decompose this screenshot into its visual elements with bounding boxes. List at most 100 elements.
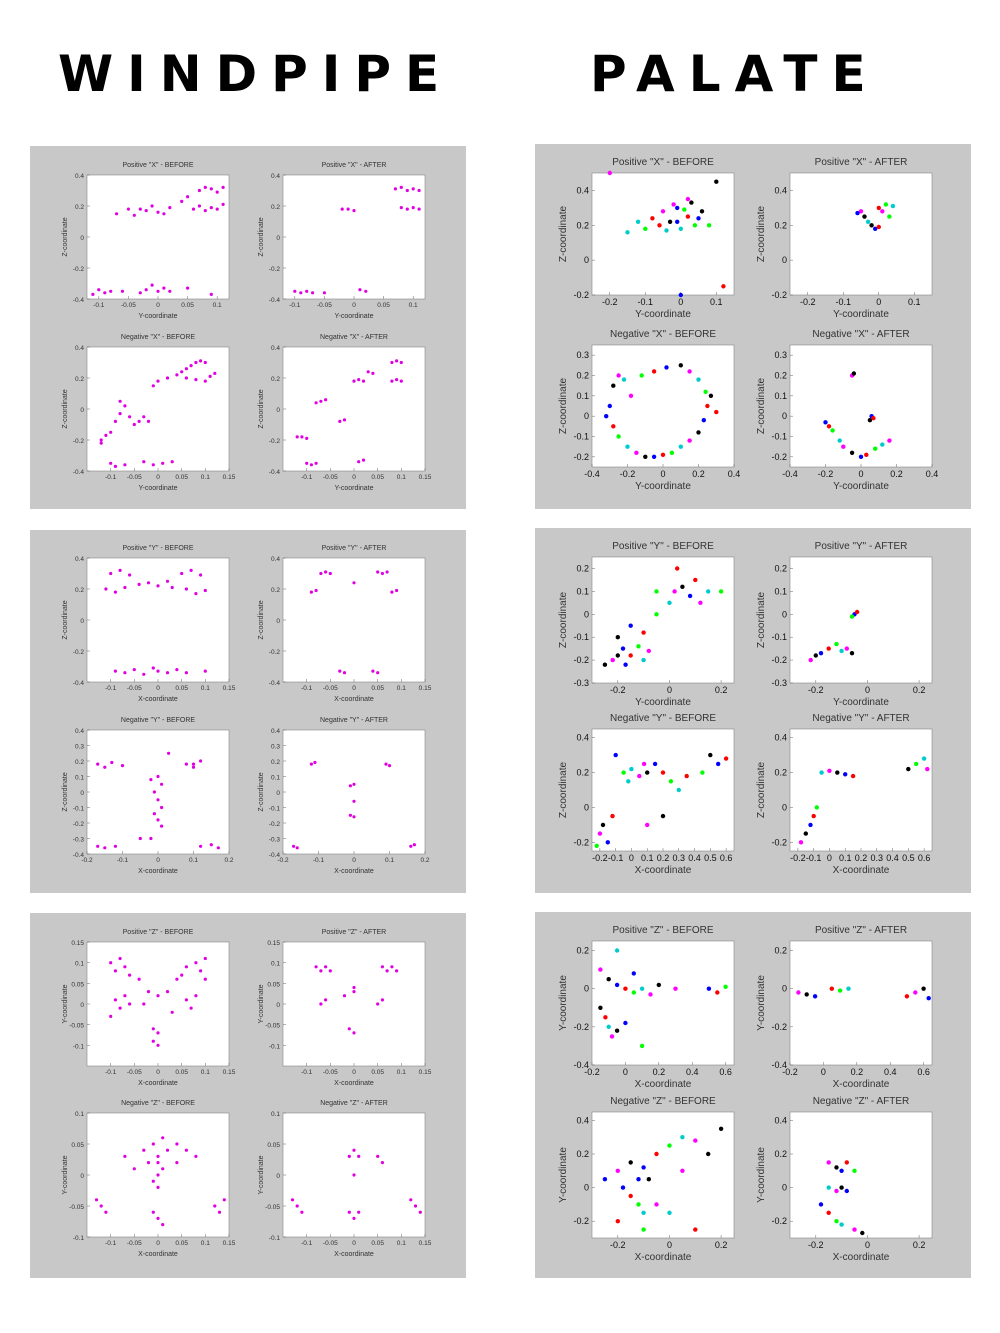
data-point — [113, 998, 117, 1002]
data-point — [319, 969, 323, 973]
plot-area — [789, 556, 933, 684]
data-point — [721, 284, 726, 289]
data-point — [180, 571, 184, 576]
data-point — [887, 438, 892, 443]
data-point — [609, 1034, 615, 1039]
data-point — [160, 805, 164, 810]
data-point — [123, 585, 127, 590]
y-tick-label: -0.2 — [73, 266, 85, 273]
x-tick-label: 0.4 — [728, 469, 741, 479]
data-point — [818, 1202, 824, 1207]
data-point — [687, 369, 692, 374]
data-point — [804, 992, 809, 997]
data-point — [852, 1168, 857, 1174]
y-tick-label: 0.1 — [271, 961, 280, 968]
y-axis-label: Y-coordinate — [756, 1147, 767, 1203]
data-point — [160, 824, 164, 828]
x-tick-label: 0.1 — [397, 1240, 406, 1247]
data-point — [693, 1138, 698, 1143]
x-tick-label: 0 — [678, 297, 683, 307]
y-axis-label: Y-coordinate — [558, 1147, 569, 1203]
x-tick-label: 0.15 — [419, 685, 432, 692]
data-point — [648, 992, 653, 997]
x-tick-label: -0.2 — [620, 469, 636, 479]
data-point — [614, 948, 620, 953]
x-tick-label: -0.1 — [301, 685, 313, 692]
data-point — [113, 969, 117, 973]
data-point — [626, 779, 631, 784]
plot-17: Positive "Y" - AFTER Y-coordinate Z-coordi… — [756, 541, 933, 708]
x-tick-label: 0.05 — [175, 1069, 188, 1076]
x-tick-label: -0.1 — [835, 297, 851, 307]
data-point — [295, 1204, 299, 1208]
data-point — [390, 379, 394, 383]
x-tick-label: 0 — [827, 853, 832, 863]
data-point — [194, 360, 198, 365]
y-tick-label: 0.05 — [71, 981, 84, 988]
x-tick-label: 0.05 — [371, 685, 384, 692]
data-point — [110, 760, 114, 765]
data-point — [862, 214, 867, 219]
data-point — [151, 1179, 155, 1183]
data-point — [680, 584, 685, 589]
data-point — [693, 577, 698, 583]
plot-title: Positive "X" - BEFORE — [612, 157, 714, 168]
data-point — [221, 202, 225, 206]
data-point — [636, 644, 641, 649]
y-tick-label: 0.4 — [774, 733, 787, 743]
data-point — [357, 1210, 361, 1214]
data-point — [156, 1043, 160, 1047]
data-point — [314, 461, 318, 465]
data-point — [604, 414, 609, 419]
data-point — [395, 378, 399, 382]
y-tick-label: 0 — [276, 618, 280, 625]
data-point — [914, 761, 919, 767]
plot-area — [789, 940, 933, 1066]
y-tick-label: -0.1 — [573, 432, 589, 442]
x-tick-label: 0.2 — [224, 857, 233, 864]
data-point — [839, 1185, 844, 1190]
y-tick-label: 0.2 — [774, 220, 787, 230]
data-point — [156, 1154, 160, 1158]
data-point — [834, 641, 839, 647]
x-tick-label: 0 — [629, 853, 634, 863]
x-tick-label: -0.1 — [105, 1069, 117, 1076]
y-axis-label: Z-coordinate — [756, 591, 767, 648]
data-point — [120, 289, 125, 293]
data-point — [156, 669, 160, 673]
data-point — [641, 1210, 646, 1216]
data-point — [715, 990, 720, 995]
x-tick-label: 0.1 — [201, 474, 210, 481]
data-point — [175, 668, 179, 672]
data-point — [156, 210, 160, 214]
data-point — [103, 291, 107, 295]
x-tick-label: 0.05 — [175, 1240, 188, 1247]
y-tick-label: 0 — [276, 1173, 280, 1180]
x-tick-label: -0.2 — [790, 853, 806, 863]
data-point — [625, 444, 630, 449]
data-point — [380, 998, 384, 1002]
data-point — [358, 288, 362, 292]
data-point — [628, 1160, 633, 1165]
data-point — [689, 200, 694, 205]
x-tick-label: 0.1 — [201, 685, 210, 692]
y-tick-label: -0.2 — [573, 837, 589, 847]
y-tick-label: 0.3 — [576, 350, 589, 360]
data-point — [602, 662, 608, 667]
x-tick-label: 0 — [865, 685, 870, 695]
plot-area — [591, 728, 735, 852]
x-tick-label: -0.1 — [289, 302, 301, 309]
data-point — [352, 990, 356, 994]
data-point — [813, 653, 818, 658]
y-tick-label: -0.05 — [69, 1204, 84, 1211]
plot-20: Positive "Z" - BEFORE X-coordinate Y-coord… — [558, 925, 735, 1090]
data-point — [128, 573, 132, 577]
data-point — [118, 1006, 122, 1010]
data-point — [643, 454, 648, 459]
data-point — [685, 214, 691, 219]
data-point — [409, 1198, 413, 1202]
x-tick-label: 0.1 — [641, 853, 654, 863]
x-tick-label: 0.1 — [201, 1240, 210, 1247]
y-tick-label: -0.4 — [269, 297, 281, 304]
data-point — [123, 404, 127, 408]
